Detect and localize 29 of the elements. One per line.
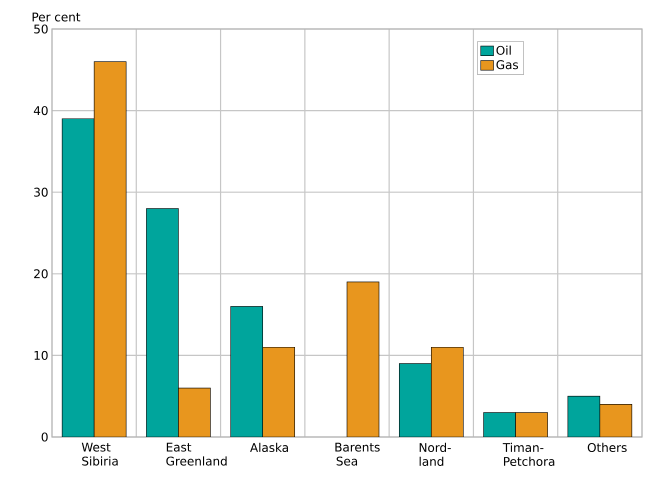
x-tick-label: Nord-land [420,442,451,466]
y-axis-title: Per cent [32,12,80,22]
x-tick-label: Alaska [250,442,288,452]
bar [430,346,464,437]
bar [94,62,126,437]
y-tick-label: 50 [34,24,48,34]
bar [515,412,548,437]
y-tick-label: 20 [34,269,48,278]
bar [230,306,263,437]
x-tick-label: East Greenland [166,442,227,466]
x-tick-label: Others [588,442,627,452]
bar [398,363,432,437]
bar [178,388,210,437]
y-tick-label: 30 [34,188,48,197]
x-tick-label: Timan-Petchora [502,442,554,466]
bar [62,118,94,437]
x-tick-label: Barents Sea [335,442,380,466]
y-tick-label: 10 [34,350,48,360]
legend-label: Gas [496,60,518,70]
legend-label: Oil [496,46,511,55]
x-tick-label: West Sibiria [82,442,118,466]
bar [346,282,380,437]
bar [262,347,295,437]
bar [146,208,178,437]
bar [483,412,516,437]
bar [568,396,600,437]
y-tick-label: 40 [34,106,48,116]
y-tick-label: 0 [42,432,48,442]
bar [600,404,632,437]
